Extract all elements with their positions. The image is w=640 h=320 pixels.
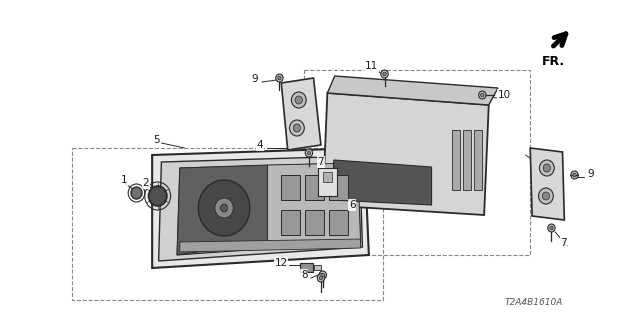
Circle shape [215, 198, 234, 218]
Circle shape [220, 204, 228, 212]
Text: 9: 9 [587, 169, 593, 179]
Bar [318, 168, 337, 196]
Circle shape [278, 76, 281, 80]
Polygon shape [152, 148, 369, 268]
Polygon shape [305, 175, 324, 200]
Circle shape [571, 171, 578, 179]
Text: 4: 4 [257, 140, 264, 150]
Circle shape [319, 276, 323, 280]
Text: 5: 5 [154, 135, 160, 145]
Text: 1: 1 [121, 175, 128, 185]
Circle shape [148, 186, 167, 206]
Polygon shape [329, 210, 348, 235]
Circle shape [291, 92, 306, 108]
Circle shape [479, 91, 486, 99]
Bar [474, 130, 483, 190]
Text: 12: 12 [275, 258, 288, 268]
Circle shape [319, 271, 326, 279]
Text: FR.: FR. [541, 55, 565, 68]
Circle shape [381, 70, 388, 78]
Circle shape [548, 224, 555, 232]
Circle shape [276, 74, 283, 82]
Circle shape [550, 226, 553, 230]
Circle shape [305, 149, 312, 157]
Polygon shape [305, 210, 324, 235]
Text: 9: 9 [252, 74, 258, 84]
Circle shape [295, 96, 303, 104]
Text: 8: 8 [301, 270, 308, 280]
Circle shape [542, 192, 550, 200]
Circle shape [321, 273, 324, 277]
Circle shape [573, 173, 576, 177]
Bar [452, 130, 460, 190]
Polygon shape [281, 78, 321, 150]
Circle shape [131, 187, 142, 199]
Circle shape [543, 164, 550, 172]
Bar [323, 172, 332, 182]
Text: 10: 10 [498, 90, 511, 100]
Polygon shape [329, 175, 348, 200]
Text: 7: 7 [560, 238, 567, 248]
Text: 7: 7 [317, 157, 324, 167]
Circle shape [383, 72, 386, 76]
Text: 11: 11 [365, 61, 378, 71]
Circle shape [293, 124, 301, 132]
Bar [463, 130, 471, 190]
Circle shape [198, 180, 250, 236]
Polygon shape [177, 165, 268, 255]
Text: T2A4B1610A: T2A4B1610A [504, 298, 563, 307]
Circle shape [538, 188, 554, 204]
Polygon shape [323, 93, 489, 215]
Polygon shape [328, 76, 498, 105]
Bar [314, 265, 321, 270]
Text: 6: 6 [349, 200, 356, 210]
Circle shape [540, 160, 554, 176]
Polygon shape [180, 239, 360, 252]
Bar [300, 263, 312, 272]
Circle shape [317, 274, 324, 282]
Polygon shape [332, 160, 431, 205]
Polygon shape [268, 163, 360, 242]
Polygon shape [159, 156, 362, 261]
Polygon shape [281, 175, 300, 200]
Polygon shape [281, 210, 300, 235]
Circle shape [307, 151, 310, 155]
Circle shape [289, 120, 304, 136]
Text: 2: 2 [142, 178, 149, 188]
Polygon shape [531, 148, 564, 220]
Polygon shape [177, 163, 360, 255]
Circle shape [481, 93, 484, 97]
